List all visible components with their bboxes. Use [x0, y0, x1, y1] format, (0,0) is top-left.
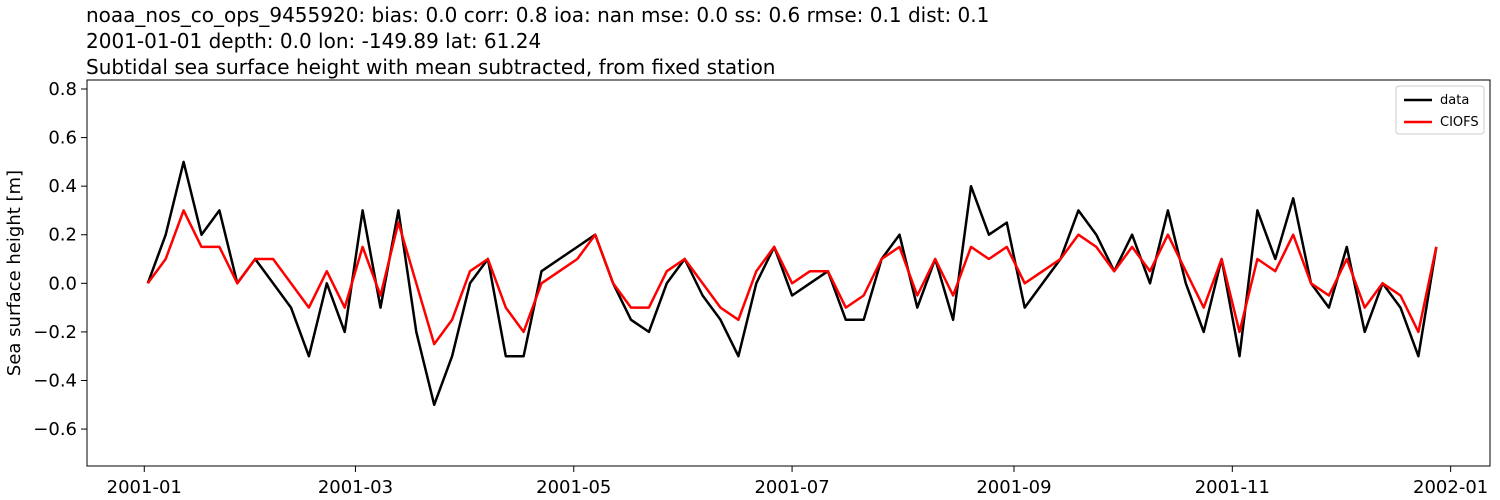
y-tick-label: 0.4: [48, 176, 77, 197]
y-tick-label: −0.6: [33, 419, 77, 440]
x-tick-label: 2001-03: [318, 477, 393, 498]
data-line: [146, 209, 1438, 346]
legend-label: data: [1440, 93, 1469, 108]
y-tick-label: −0.2: [33, 322, 77, 343]
chart-title: 2001-01-01 depth: 0.0 lon: -149.89 lat: …: [86, 29, 541, 53]
y-tick-label: −0.4: [33, 370, 77, 391]
chart-title: Subtidal sea surface height with mean su…: [86, 55, 775, 79]
y-tick-label: 0.8: [48, 79, 77, 100]
chart-title: noaa_nos_co_ops_9455920: bias: 0.0 corr:…: [86, 3, 989, 27]
x-tick-label: 2001-11: [1195, 477, 1270, 498]
y-tick-label: 0.2: [48, 225, 77, 246]
plot-frame: [86, 79, 1491, 467]
x-tick-label: 2001-05: [536, 477, 611, 498]
x-tick-label: 2001-01: [107, 477, 182, 498]
x-tick-label: 2001-09: [976, 477, 1051, 498]
x-tick-label: 2001-07: [754, 477, 829, 498]
legend-label: CIOFS: [1440, 115, 1479, 130]
y-tick-label: 0.6: [48, 128, 77, 149]
x-tick-label: 2002-01: [1413, 477, 1488, 498]
y-tick-label: 0.0: [48, 273, 77, 294]
y-axis-label: Sea surface height [m]: [4, 170, 25, 376]
